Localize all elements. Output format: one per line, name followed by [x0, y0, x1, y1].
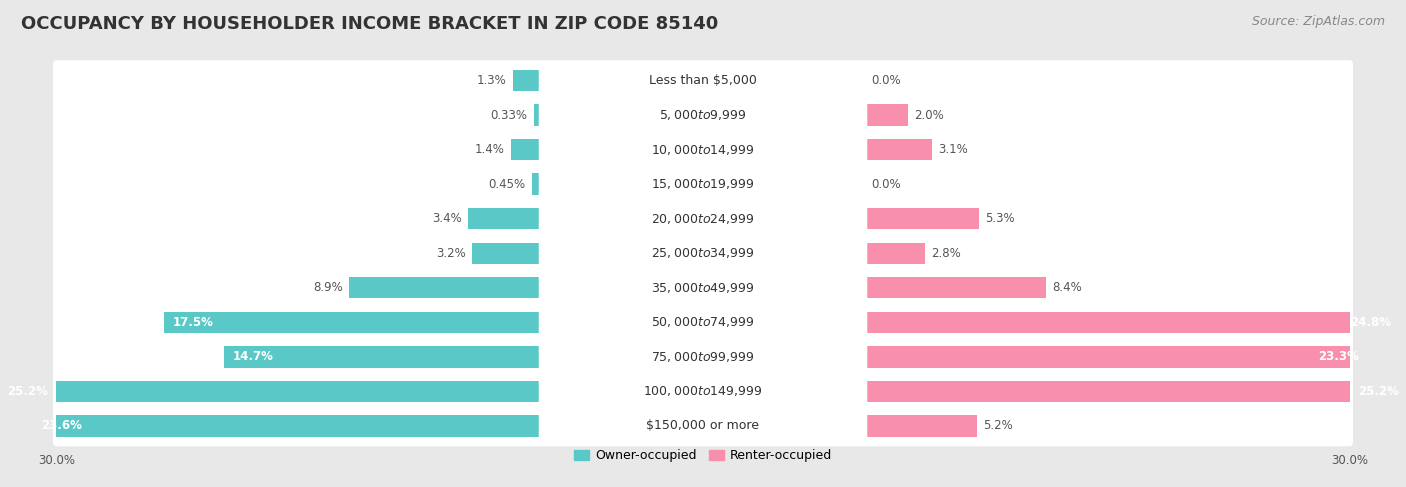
Text: 25.2%: 25.2%	[1358, 385, 1399, 398]
Bar	[472, 243, 541, 264]
FancyBboxPatch shape	[53, 267, 1353, 308]
Text: $35,000 to $49,999: $35,000 to $49,999	[651, 281, 755, 295]
Bar	[0, 381, 541, 402]
Text: 5.3%: 5.3%	[986, 212, 1015, 225]
Text: $25,000 to $34,999: $25,000 to $34,999	[651, 246, 755, 260]
Bar	[350, 277, 541, 299]
Text: 14.7%: 14.7%	[233, 350, 274, 363]
Bar	[534, 104, 541, 126]
Bar	[865, 346, 1367, 368]
Text: 23.3%: 23.3%	[1317, 350, 1358, 363]
Text: 0.0%: 0.0%	[872, 178, 901, 191]
Text: $50,000 to $74,999: $50,000 to $74,999	[651, 315, 755, 329]
FancyBboxPatch shape	[53, 371, 1353, 412]
Bar	[225, 346, 541, 368]
Legend: Owner-occupied, Renter-occupied: Owner-occupied, Renter-occupied	[568, 444, 838, 468]
Bar	[468, 208, 541, 229]
Text: 2.8%: 2.8%	[932, 247, 962, 260]
Bar	[865, 381, 1406, 402]
FancyBboxPatch shape	[53, 129, 1353, 170]
Bar	[512, 139, 541, 160]
FancyBboxPatch shape	[53, 302, 1353, 343]
Text: 3.4%: 3.4%	[432, 212, 461, 225]
Text: $100,000 to $149,999: $100,000 to $149,999	[644, 384, 762, 398]
Text: Less than $5,000: Less than $5,000	[650, 74, 756, 87]
Bar	[865, 104, 908, 126]
Text: 17.5%: 17.5%	[173, 316, 214, 329]
Text: $10,000 to $14,999: $10,000 to $14,999	[651, 143, 755, 157]
Text: 1.3%: 1.3%	[477, 74, 506, 87]
FancyBboxPatch shape	[53, 95, 1353, 135]
Text: $15,000 to $19,999: $15,000 to $19,999	[651, 177, 755, 191]
Text: 0.33%: 0.33%	[491, 109, 527, 122]
Bar	[531, 173, 541, 195]
Text: 24.8%: 24.8%	[1350, 316, 1391, 329]
FancyBboxPatch shape	[538, 375, 868, 407]
FancyBboxPatch shape	[538, 272, 868, 303]
FancyBboxPatch shape	[538, 134, 868, 166]
Bar	[865, 312, 1399, 333]
Text: 5.2%: 5.2%	[983, 419, 1012, 432]
Text: 2.0%: 2.0%	[914, 109, 943, 122]
Text: $20,000 to $24,999: $20,000 to $24,999	[651, 212, 755, 225]
Bar	[865, 139, 932, 160]
Text: 23.6%: 23.6%	[41, 419, 82, 432]
FancyBboxPatch shape	[53, 337, 1353, 377]
FancyBboxPatch shape	[538, 169, 868, 200]
FancyBboxPatch shape	[538, 65, 868, 96]
Text: 8.4%: 8.4%	[1052, 281, 1083, 294]
Bar	[865, 277, 1046, 299]
Text: $75,000 to $99,999: $75,000 to $99,999	[651, 350, 755, 364]
FancyBboxPatch shape	[538, 341, 868, 373]
Bar	[165, 312, 541, 333]
FancyBboxPatch shape	[53, 406, 1353, 446]
Text: $5,000 to $9,999: $5,000 to $9,999	[659, 108, 747, 122]
Text: OCCUPANCY BY HOUSEHOLDER INCOME BRACKET IN ZIP CODE 85140: OCCUPANCY BY HOUSEHOLDER INCOME BRACKET …	[21, 15, 718, 33]
FancyBboxPatch shape	[53, 164, 1353, 205]
Text: 8.9%: 8.9%	[314, 281, 343, 294]
Text: Source: ZipAtlas.com: Source: ZipAtlas.com	[1251, 15, 1385, 28]
Text: 3.2%: 3.2%	[436, 247, 465, 260]
Bar	[32, 415, 541, 437]
FancyBboxPatch shape	[538, 99, 868, 131]
FancyBboxPatch shape	[538, 410, 868, 442]
Bar	[865, 208, 979, 229]
FancyBboxPatch shape	[53, 198, 1353, 239]
Text: $150,000 or more: $150,000 or more	[647, 419, 759, 432]
Text: 0.45%: 0.45%	[488, 178, 526, 191]
FancyBboxPatch shape	[53, 60, 1353, 101]
Text: 0.0%: 0.0%	[872, 74, 901, 87]
Bar	[865, 243, 925, 264]
Bar	[865, 415, 977, 437]
Text: 1.4%: 1.4%	[475, 143, 505, 156]
Text: 25.2%: 25.2%	[7, 385, 48, 398]
Text: 3.1%: 3.1%	[938, 143, 967, 156]
FancyBboxPatch shape	[53, 233, 1353, 274]
FancyBboxPatch shape	[538, 238, 868, 269]
Bar	[513, 70, 541, 91]
FancyBboxPatch shape	[538, 203, 868, 234]
FancyBboxPatch shape	[538, 307, 868, 338]
